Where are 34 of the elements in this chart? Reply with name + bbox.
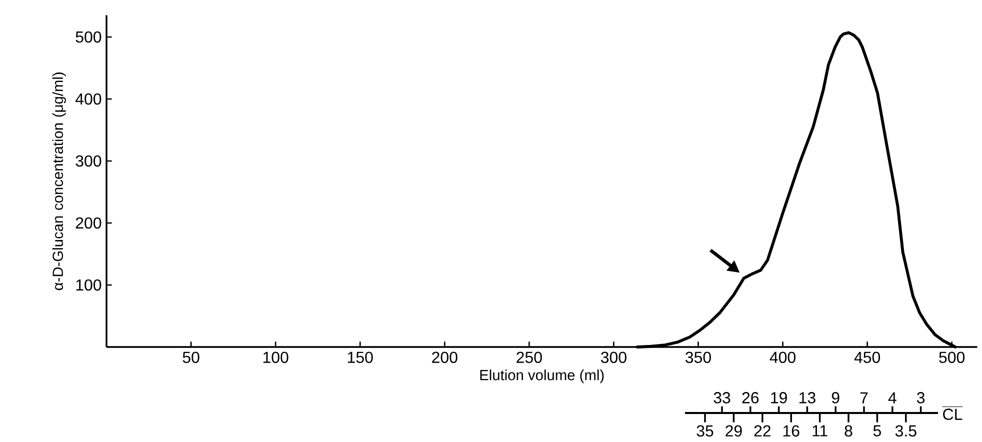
text: CL: [943, 408, 962, 420]
y-tick-label: 100: [76, 279, 102, 291]
text: 3.5: [895, 425, 916, 437]
text: 8: [844, 425, 852, 437]
text: 11: [812, 425, 828, 436]
x-axis-title: Elution volume (ml): [480, 370, 604, 384]
text: 3: [916, 392, 925, 404]
y-tick-label: 400: [75, 93, 102, 105]
text: 29: [726, 425, 742, 437]
text: 4: [888, 392, 896, 404]
y-tick-label: 500: [76, 31, 102, 43]
text: 26: [742, 392, 759, 404]
y-tick-label: 300: [76, 155, 102, 167]
text: 5: [873, 425, 881, 436]
text: 13: [800, 392, 816, 404]
y-axis-title: α-D-Glucan concentration (μg/ml): [52, 72, 66, 290]
x-tick-label: 200: [432, 352, 458, 364]
x-tick-label: 250: [516, 352, 542, 364]
text: 19: [771, 392, 787, 404]
x-tick-label: 150: [348, 352, 373, 364]
x-tick-label: 500: [939, 352, 965, 364]
text: 35: [696, 425, 714, 437]
text: 33: [714, 392, 730, 404]
x-tick-label: 400: [770, 352, 796, 364]
text: 22: [754, 425, 770, 436]
x-tick-label: 450: [854, 352, 880, 364]
x-tick-label: 50: [182, 352, 200, 364]
text: 16: [783, 425, 800, 437]
x-tick-label: 350: [685, 352, 711, 364]
x-tick-label: 100: [263, 352, 288, 364]
text: 9: [832, 392, 840, 404]
x-tick-label: 300: [600, 352, 626, 364]
text: 7: [860, 392, 868, 404]
y-tick-label: 200: [76, 217, 102, 229]
